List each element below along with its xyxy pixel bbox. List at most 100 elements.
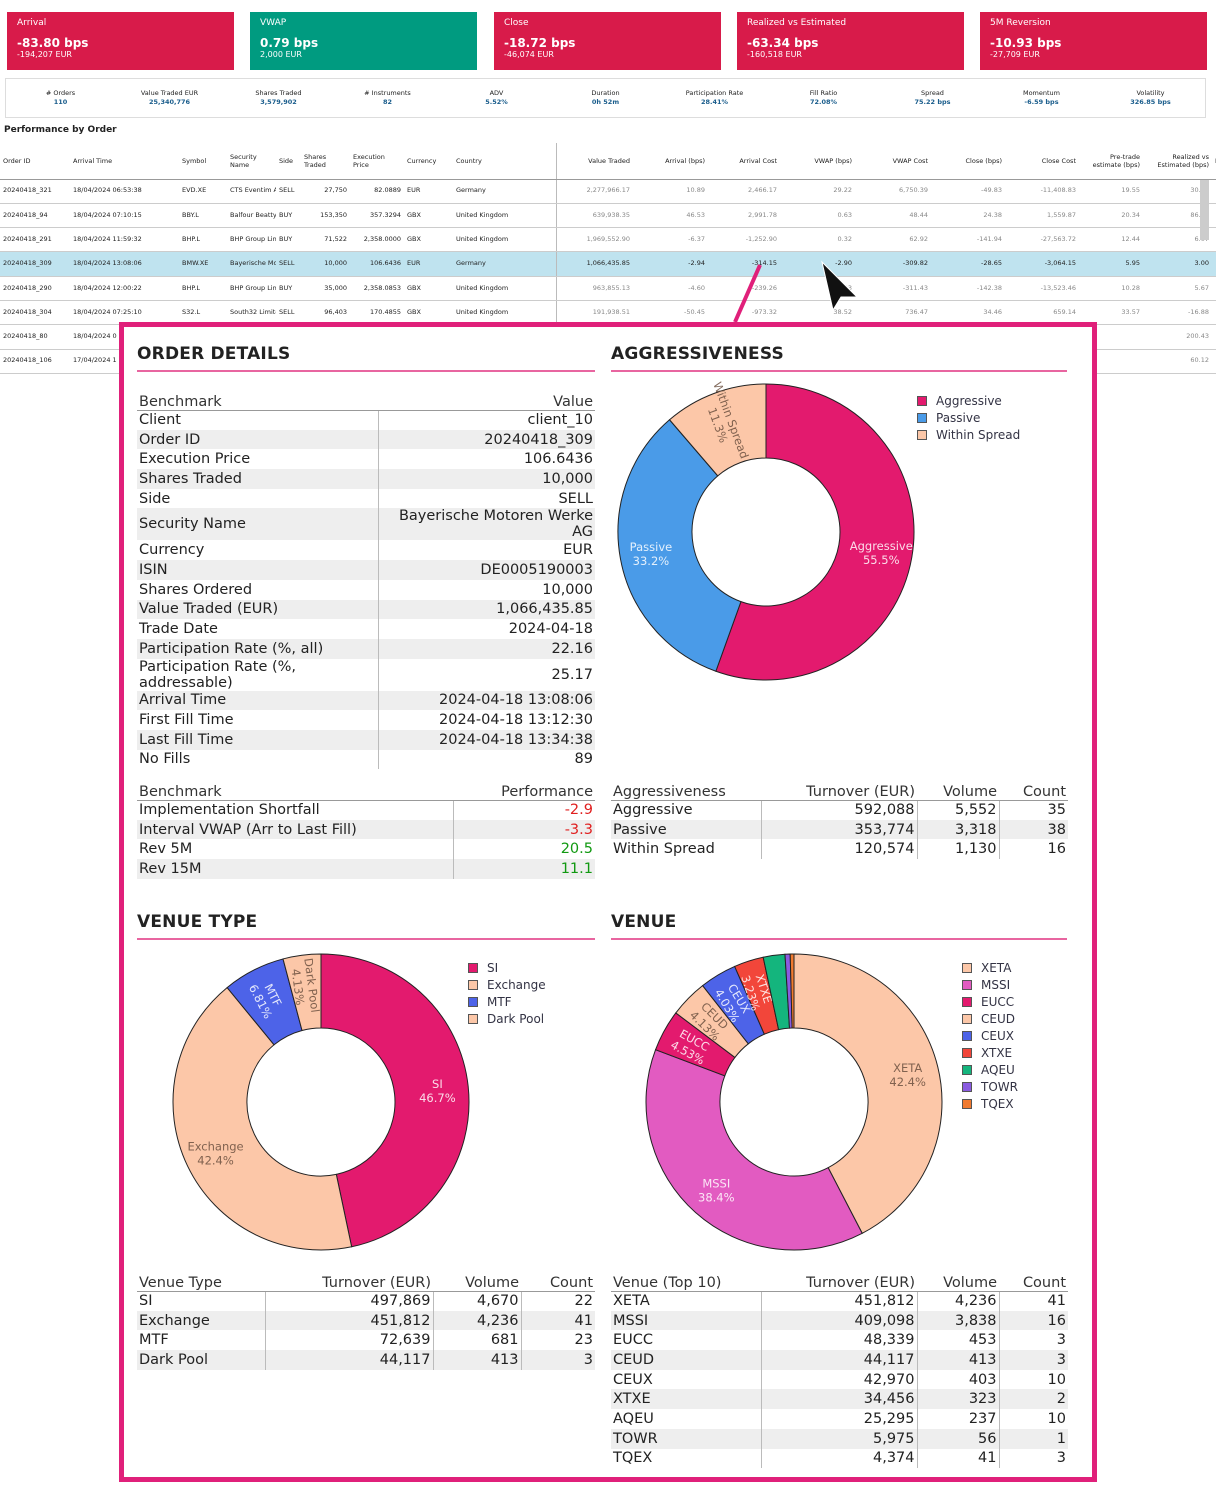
column-header[interactable]: Arrival Time	[70, 143, 179, 180]
slice-xeta[interactable]	[793, 953, 943, 1235]
column-header[interactable]: Side	[276, 143, 301, 180]
table-cell: -27,563.72	[1005, 227, 1079, 253]
table-cell: 3	[998, 1350, 1068, 1370]
table-cell: 41	[998, 1291, 1068, 1311]
column-header[interactable]: Currency	[404, 143, 453, 180]
legend-item: Dark Pool	[468, 1010, 546, 1027]
stat-value: 25,340,776	[148, 98, 191, 106]
stat-value: 82	[382, 98, 393, 106]
detail-value: 25.17	[377, 658, 595, 691]
table-cell: 200.43	[1143, 324, 1212, 350]
table-row[interactable]: 20240418_291 18/04/2024 11:59:32 BHP.L BHP …	[0, 227, 1216, 253]
table-cell: 41	[520, 1310, 595, 1331]
detail-row: Client client_10	[137, 410, 595, 430]
slice-dark-pool[interactable]	[282, 953, 322, 1032]
kpi-card-2[interactable]: Close -18.72 bps -46,074 EUR	[494, 12, 721, 70]
col-value: Value	[378, 390, 595, 411]
slice-passive[interactable]	[617, 419, 742, 672]
table-cell: 19.55	[1079, 179, 1143, 204]
table-cell: BUY	[276, 227, 301, 253]
detail-label: Shares Ordered	[139, 581, 253, 598]
column-header[interactable]: Realized vs Estimated (bps)	[1143, 143, 1212, 180]
slice-mssi[interactable]	[645, 1049, 863, 1251]
stat-value: 28.41%	[700, 98, 729, 106]
column-header[interactable]: VWAP Cost	[855, 143, 931, 180]
table-cell: 20240418_309	[0, 251, 70, 277]
slice-exchange[interactable]	[172, 986, 353, 1251]
table-row: Exchange 451,812 4,236 41	[137, 1310, 595, 1331]
table-cell: MTF	[139, 1332, 169, 1349]
kpi-card-1[interactable]: VWAP 0.79 bps 2,000 EUR	[250, 12, 477, 70]
slice-aggressive[interactable]	[715, 383, 915, 681]
kpi-subvalue: -46,074 EUR	[504, 50, 554, 59]
slice-within-spread[interactable]	[668, 383, 767, 477]
venue-rule	[611, 938, 1067, 940]
table-cell	[1212, 251, 1216, 277]
column-header[interactable]: Symbol	[179, 143, 227, 180]
table-cell	[1212, 179, 1216, 204]
column-header[interactable]: Close Cost	[1005, 143, 1079, 180]
column-header[interactable]: Value Traded	[555, 143, 633, 180]
column-header[interactable]: Order ID	[0, 143, 70, 180]
kpi-card-3[interactable]: Realized vs Estimated -63.34 bps -160,518 …	[737, 12, 964, 70]
table-scrollbar[interactable]	[1200, 180, 1209, 240]
legend-label: MTF	[487, 994, 512, 1009]
column-header[interactable]: Security Name	[227, 143, 276, 180]
table-cell: -4.60	[633, 276, 708, 301]
performance-value: -3.3	[452, 819, 595, 840]
column-header[interactable]: Shares Traded	[301, 143, 350, 180]
column-header: Turnover (EUR)	[265, 1271, 433, 1292]
performance-value: 11.1	[452, 859, 595, 879]
table-cell: EUR	[404, 179, 453, 204]
venue-type-table: Venue Type Turnover (EUR) Volume Count SI 49…	[137, 1271, 595, 1370]
table-cell: 48.44	[855, 203, 931, 229]
kpi-card-0[interactable]: Arrival -83.80 bps -194,207 EUR	[7, 12, 234, 70]
column-header[interactable]: Arrival Cost	[708, 143, 780, 180]
column-header[interactable]: VWAP (bps)	[780, 143, 855, 180]
table-cell: 29.22	[780, 179, 855, 204]
kpi-title: Close	[504, 18, 529, 28]
column-header[interactable]: Arrival (bps)	[633, 143, 708, 180]
detail-row: Participation Rate (%, addressable) 25.17	[137, 658, 595, 691]
venue-donut-chart: XETA 42.4%MSSI 38.4%EUCC4.53%CEUD4.13%CEUX…	[645, 953, 943, 1251]
column-header[interactable]: Pre-trade estimate (bps)	[1079, 143, 1143, 180]
table-cell: 20240418_304	[0, 300, 70, 326]
column-header[interactable]: Es	[1212, 143, 1216, 180]
detail-row: Side SELL	[137, 488, 595, 509]
column-header[interactable]: Country	[453, 143, 556, 180]
column-header[interactable]: Close (bps)	[931, 143, 1005, 180]
table-row[interactable]: 20240418_94 18/04/2024 07:10:15 BBY.L Balfo…	[0, 203, 1216, 229]
detail-label: Value Traded (EUR)	[137, 599, 378, 620]
slice-tqex[interactable]	[789, 953, 795, 1029]
stat-item: # Orders 110	[6, 89, 115, 107]
kpi-card-4[interactable]: 5M Reversion -10.93 bps -27,709 EUR	[980, 12, 1207, 70]
performance-value: -2.9	[452, 800, 595, 820]
legend-swatch	[962, 962, 972, 973]
table-cell: TOWR	[611, 1428, 761, 1449]
detail-label: Trade Date	[139, 621, 218, 638]
table-cell: 681	[432, 1330, 521, 1351]
table-cell: 6,750.39	[855, 179, 931, 204]
table-cell: 413	[432, 1350, 521, 1370]
column-header[interactable]: Execution Price	[350, 143, 404, 180]
table-row[interactable]: 20240418_290 18/04/2024 12:00:22 BHP.L BHP …	[0, 276, 1216, 301]
table-row[interactable]: 20240418_321 18/04/2024 06:53:38 EVD.XE CTS…	[0, 179, 1216, 204]
order-details-rule	[137, 370, 595, 372]
table-cell: 2,358.0000	[350, 227, 404, 253]
table-cell: -28.65	[931, 251, 1005, 277]
slice-si[interactable]	[320, 953, 470, 1248]
detail-row: No Fills 89	[137, 749, 595, 770]
legend-swatch	[917, 429, 927, 440]
table-cell: -2.94	[633, 251, 708, 277]
table-cell: 22	[520, 1291, 595, 1311]
detail-value: 2024-04-18 13:08:06	[377, 690, 595, 711]
table-cell: GBX	[404, 203, 453, 229]
performance-row: Rev 15M 11.1	[137, 859, 595, 879]
table-cell: 44,117	[760, 1350, 917, 1370]
detail-row: Shares Traded 10,000	[137, 469, 595, 489]
legend-swatch	[962, 1064, 972, 1075]
table-cell: 353,774	[760, 819, 917, 840]
venue-legend: XETA MSSI EUCC CEUD CEUX XTXE AQEU TOWR TQEX	[962, 959, 1018, 1112]
table-cell: 5,975	[760, 1428, 917, 1449]
table-row[interactable]: 20240418_309 18/04/2024 13:08:06 BMW.XE Bay…	[0, 251, 1216, 277]
